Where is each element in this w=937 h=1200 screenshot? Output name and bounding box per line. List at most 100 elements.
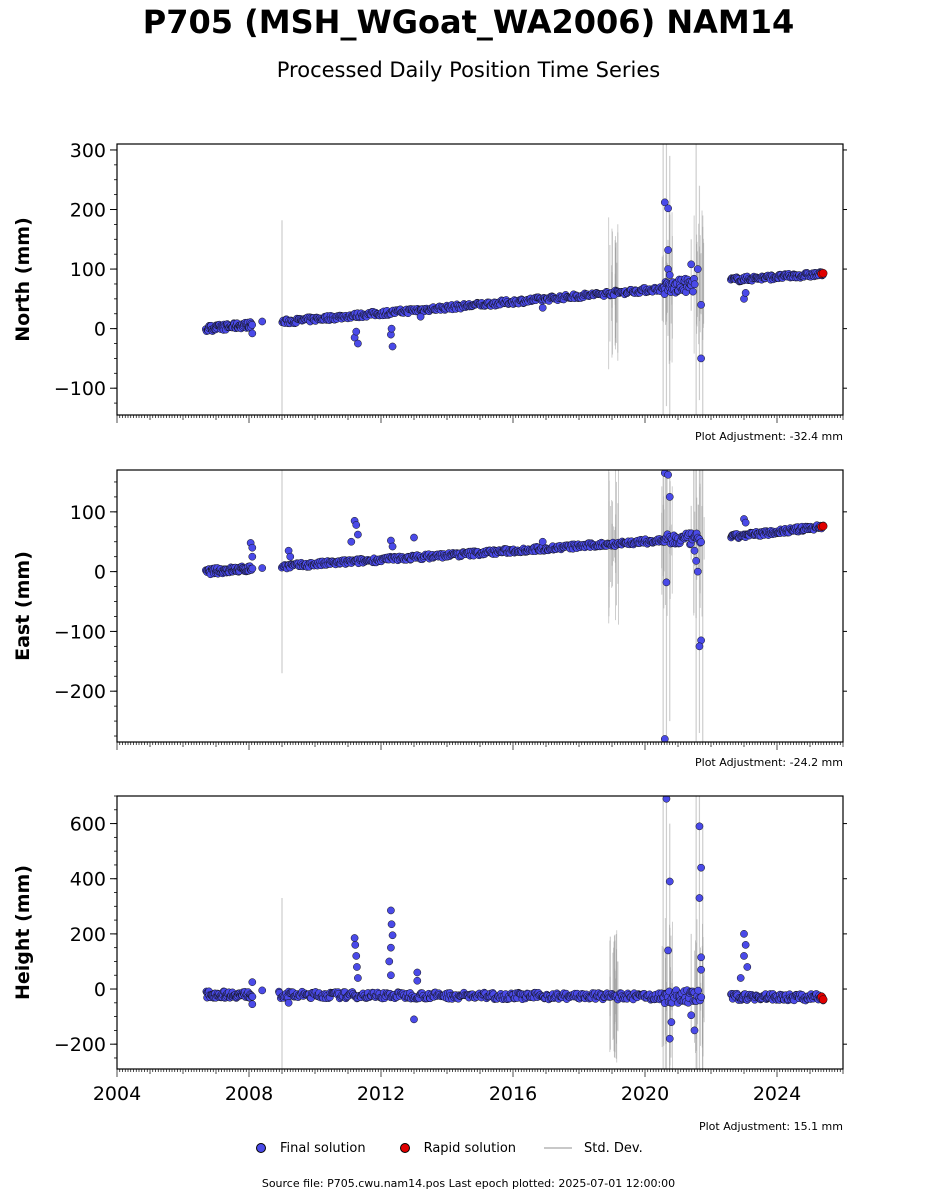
y-axis-label: East (mm) <box>12 551 34 661</box>
final-point <box>697 538 705 546</box>
final-point <box>660 735 669 742</box>
final-point <box>741 941 750 949</box>
final-point <box>665 271 674 279</box>
x-tick-label: 2008 <box>225 1083 273 1105</box>
final-point <box>741 289 750 297</box>
final-point <box>354 974 362 982</box>
final-point <box>388 542 397 551</box>
plot-adjustment-note: Plot Adjustment: -32.4 mm <box>695 430 843 443</box>
y-tick-label: 400 <box>70 869 106 891</box>
final-point <box>695 822 704 831</box>
final-point <box>690 280 699 289</box>
y-tick-label: 0 <box>94 562 106 584</box>
plot-frame <box>116 469 844 743</box>
final-point <box>387 971 395 980</box>
final-point <box>387 324 396 333</box>
final-point <box>736 974 745 982</box>
final-point <box>695 894 704 902</box>
final-point <box>248 543 257 552</box>
y-axis-label: Height (mm) <box>12 865 34 1000</box>
final-point <box>740 930 748 938</box>
y-tick-label: −200 <box>54 1034 106 1056</box>
final-point <box>387 920 396 929</box>
final-point <box>352 521 361 529</box>
final-point <box>697 993 706 1002</box>
final-point <box>662 796 671 803</box>
final-point <box>410 1015 418 1024</box>
final-point <box>664 204 672 213</box>
legend-final: Final solution <box>250 1141 366 1156</box>
final-point <box>665 1034 674 1043</box>
y-tick-label: 0 <box>94 979 106 1001</box>
final-point <box>664 946 672 955</box>
final-point <box>667 1018 676 1026</box>
y-tick-label: 200 <box>70 924 106 946</box>
final-point <box>248 1000 257 1009</box>
x-tick-label: 2016 <box>489 1083 537 1105</box>
final-point <box>693 567 702 576</box>
final-point <box>538 303 547 312</box>
final-point <box>350 934 359 942</box>
plot-adjustment-note: Plot Adjustment: -24.2 mm <box>695 756 843 769</box>
final-point <box>743 963 752 971</box>
panel-1: −200 −100 0 100 East (mm) Plot Adjustment: -2… <box>12 469 847 769</box>
final-point <box>695 642 704 651</box>
final-point <box>664 246 672 254</box>
legend-std: Std. Dev. <box>544 1141 643 1156</box>
final-point <box>258 986 267 995</box>
x-tick-label: 2004 <box>93 1083 141 1105</box>
final-point <box>284 998 293 1007</box>
final-point <box>385 957 394 966</box>
y-tick-label: 200 <box>70 200 106 222</box>
final-point <box>697 953 705 962</box>
final-point <box>538 537 547 546</box>
final-point <box>353 963 361 971</box>
final-point <box>690 1026 699 1035</box>
final-point <box>741 518 750 527</box>
legend-std-label: Std. Dev. <box>584 1140 643 1156</box>
final-point <box>352 952 361 960</box>
y-tick-label: 300 <box>70 140 106 162</box>
source-note: Source file: P705.cwu.nam14.pos Last epo… <box>261 1177 676 1190</box>
final-point <box>697 965 705 974</box>
final-point <box>248 564 257 573</box>
rapid-point <box>818 521 828 531</box>
final-point <box>248 992 257 1001</box>
y-tick-label: 0 <box>94 319 106 341</box>
legend-rapid-label: Rapid solution <box>423 1140 517 1156</box>
final-point <box>354 530 362 539</box>
y-axis-label: North (mm) <box>12 217 34 342</box>
final-point <box>697 300 705 309</box>
final-point <box>248 321 256 329</box>
final-point <box>664 470 672 479</box>
final-point <box>662 578 671 587</box>
final-point <box>416 312 425 321</box>
legend: Final solution Rapid solution Std. Dev. <box>250 1138 671 1158</box>
final-point <box>660 198 669 207</box>
final-point <box>410 533 418 542</box>
final-point <box>665 493 674 501</box>
legend-rapid: Rapid solution <box>394 1141 516 1156</box>
final-point <box>286 552 295 561</box>
final-point <box>740 952 748 960</box>
plot-frame <box>116 795 844 1070</box>
final-point <box>687 260 696 269</box>
final-point <box>387 943 395 952</box>
y-tick-label: 600 <box>70 814 106 836</box>
final-point <box>248 978 257 986</box>
plot-adjustment-note: Plot Adjustment: 15.1 mm <box>699 1120 843 1133</box>
page-title: P705 (MSH_WGoat_WA2006) NAM14 <box>142 3 795 41</box>
final-point <box>690 546 699 555</box>
page-subtitle: Processed Daily Position Time Series <box>276 58 661 82</box>
std-dev-line-marker <box>544 1147 573 1149</box>
y-tick-label: −100 <box>54 621 106 643</box>
plot-area <box>201 144 828 415</box>
x-tick-label: 2020 <box>621 1083 669 1105</box>
panel-2: −200 0 200 400 600 2004 2008 2012 2016 2020 2024 He… <box>12 795 847 1133</box>
plot-area <box>202 796 828 1069</box>
rapid-point <box>818 268 828 278</box>
x-tick-label: 2024 <box>753 1083 801 1105</box>
rapid-point <box>818 995 828 1004</box>
